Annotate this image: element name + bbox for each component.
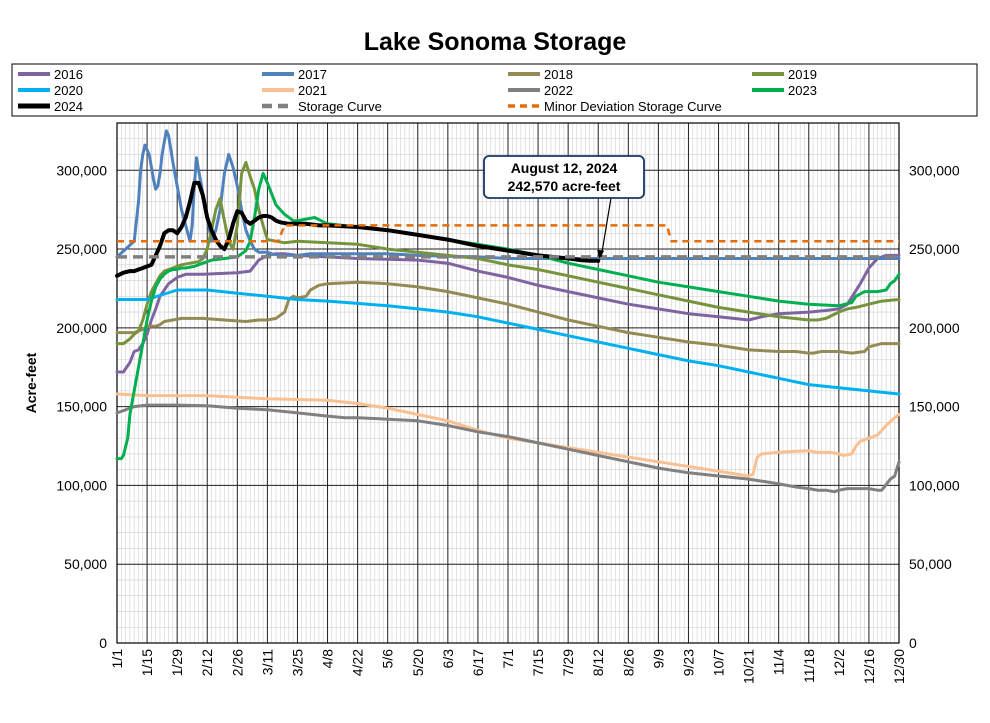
- x-tick-label: 11/18: [801, 649, 817, 683]
- callout-pointer: [600, 197, 612, 257]
- x-tick-label: 10/21: [741, 649, 757, 684]
- legend-label-2016: 2016: [54, 67, 83, 82]
- legend-box: [11, 63, 978, 117]
- x-tick-label: 1/29: [169, 649, 185, 676]
- series-line-2022: [115, 403, 901, 494]
- x-tick-label: 12/2: [831, 649, 847, 676]
- legend-label-storage-curve: Storage Curve: [298, 99, 382, 114]
- plot-border: [116, 122, 900, 644]
- x-tick-label: 5/20: [410, 649, 426, 676]
- x-tick-label: 4/22: [350, 649, 366, 676]
- y-tick-label-right: 50,000: [909, 556, 952, 572]
- series-line-2019: [115, 160, 901, 346]
- y-axis-title: Acre-feet: [23, 352, 39, 413]
- y-tick-label-left: 100,000: [56, 477, 107, 493]
- x-tick-label: 2/26: [229, 649, 245, 676]
- x-tick-label: 8/12: [590, 649, 606, 676]
- legend-label-2022: 2022: [544, 83, 573, 98]
- y-tick-label-right: 200,000: [909, 320, 960, 336]
- x-tick-label: 10/7: [711, 649, 727, 676]
- y-tick-label-right: 0: [909, 635, 917, 651]
- series-line-2020: [115, 288, 901, 396]
- x-tick-label: 12/30: [891, 649, 907, 684]
- x-tick-label: 4/8: [320, 649, 336, 669]
- series-line-2021: [115, 392, 901, 478]
- x-tick-label: 6/17: [470, 649, 486, 676]
- y-tick-label-right: 250,000: [909, 241, 960, 257]
- x-tick-label: 3/11: [259, 649, 275, 675]
- y-tick-label-left: 150,000: [56, 399, 107, 415]
- callout-box: [483, 155, 645, 199]
- x-tick-label: 9/23: [680, 649, 696, 676]
- legend-label-2020: 2020: [54, 83, 83, 98]
- series-line-2018: [115, 280, 901, 355]
- y-tick-label-left: 200,000: [56, 320, 107, 336]
- y-tick-label-left: 300,000: [56, 162, 107, 178]
- y-tick-label-left: 250,000: [56, 241, 107, 257]
- series-line-2016: [115, 252, 901, 374]
- series-lines: [115, 129, 901, 494]
- x-tick-label: 8/26: [620, 649, 636, 676]
- x-tick-label: 1/1: [109, 649, 125, 669]
- x-tick-label: 6/3: [440, 649, 456, 669]
- x-tick-label: 2/12: [199, 649, 215, 676]
- x-tick-label: 3/25: [289, 649, 305, 676]
- y-tick-label-left: 50,000: [64, 556, 107, 572]
- x-tick-label: 7/15: [530, 649, 546, 676]
- x-tick-label: 7/29: [560, 649, 576, 676]
- x-tick-label: 5/6: [380, 649, 396, 669]
- x-tick-label: 1/15: [139, 649, 155, 676]
- callout-value: 242,570 acre-feet: [508, 178, 621, 194]
- y-tick-label-left: 0: [99, 635, 107, 651]
- legend-label-2018: 2018: [544, 67, 573, 82]
- chart-title: Lake Sonoma Storage: [363, 28, 627, 56]
- legend-label-2019: 2019: [788, 67, 817, 82]
- legend-label-minor-deviation-storage-curve: Minor Deviation Storage Curve: [544, 99, 722, 114]
- legend-label-2017: 2017: [298, 67, 327, 82]
- legend-label-2021: 2021: [298, 83, 327, 98]
- y-tick-label-right: 300,000: [909, 162, 960, 178]
- series-line-2023: [115, 171, 901, 461]
- y-tick-label-right: 150,000: [909, 399, 960, 415]
- legend-label-2024: 2024: [54, 99, 83, 114]
- x-tick-label: 11/4: [771, 649, 787, 675]
- x-tick-label: 7/1: [500, 649, 516, 669]
- x-tick-label: 9/9: [650, 649, 666, 669]
- callout-arrowhead: [597, 249, 605, 259]
- y-tick-label-right: 100,000: [909, 477, 960, 493]
- series-line-2024: [115, 180, 601, 278]
- series-line-minor-deviation-storage-curve: [117, 224, 899, 243]
- x-tick-label: 12/16: [861, 649, 877, 684]
- legend-label-2023: 2023: [788, 83, 817, 98]
- callout-date: August 12, 2024: [511, 160, 618, 176]
